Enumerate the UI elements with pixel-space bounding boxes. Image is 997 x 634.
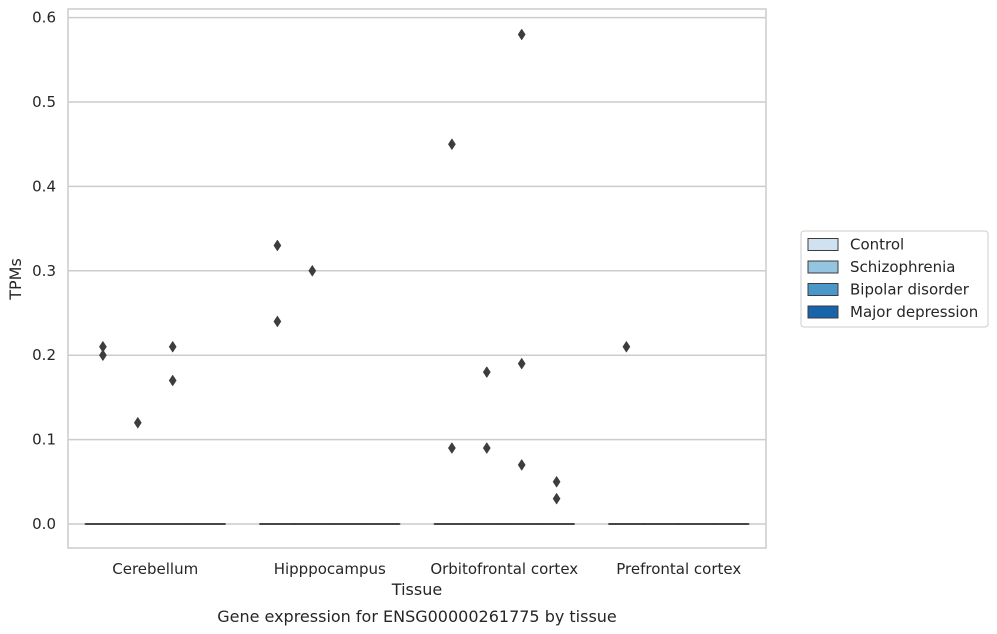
outlier-points bbox=[99, 28, 631, 505]
legend-label: Control bbox=[850, 236, 904, 254]
grid-lines bbox=[68, 16, 766, 525]
outlier-point bbox=[517, 357, 526, 370]
y-tick-label: 0.3 bbox=[32, 262, 56, 280]
outlier-point bbox=[273, 315, 282, 328]
legend-swatch bbox=[807, 238, 839, 251]
outlier-point bbox=[517, 28, 526, 41]
outlier-point bbox=[482, 442, 491, 454]
outlier-point bbox=[133, 416, 142, 429]
plot-area-frame bbox=[67, 8, 767, 549]
legend-swatch bbox=[807, 260, 839, 274]
outlier-point bbox=[622, 340, 631, 353]
x-axis-label: Tissue bbox=[391, 580, 442, 599]
y-tick-label: 0.1 bbox=[32, 431, 56, 449]
y-tick-label: 0.6 bbox=[32, 9, 56, 27]
legend-swatch bbox=[807, 283, 839, 296]
outlier-point bbox=[168, 374, 177, 387]
legend: Control Schizophrenia Bipolar disorder Majo… bbox=[800, 230, 989, 328]
outlier-point bbox=[99, 349, 107, 362]
outlier-point bbox=[552, 475, 561, 488]
y-tick-label: 0.4 bbox=[32, 177, 56, 195]
legend-swatch bbox=[807, 305, 839, 319]
outlier-point bbox=[273, 239, 282, 252]
legend-label: Bipolar disorder bbox=[850, 281, 970, 299]
y-axis-ticks: 0.0 0.1 0.2 0.3 0.4 0.5 0.6 bbox=[32, 9, 56, 533]
y-tick-label: 0.2 bbox=[32, 346, 56, 364]
outlier-point bbox=[448, 138, 456, 151]
y-tick-label: 0.5 bbox=[32, 93, 56, 111]
outlier-point bbox=[308, 264, 317, 277]
outlier-point bbox=[517, 458, 526, 471]
outlier-point bbox=[168, 340, 177, 353]
chart-caption: Gene expression for ENSG00000261775 by t… bbox=[217, 607, 617, 626]
outlier-point bbox=[448, 442, 456, 454]
x-tick-label: Cerebellum bbox=[112, 560, 198, 578]
legend-label: Schizophrenia bbox=[850, 258, 955, 276]
legend-frame bbox=[800, 230, 989, 328]
outlier-point bbox=[552, 492, 561, 505]
x-tick-label: Orbitofrontal cortex bbox=[430, 560, 578, 578]
legend-label: Major depression bbox=[850, 303, 978, 321]
y-tick-label: 0.0 bbox=[32, 515, 56, 533]
x-axis-ticks: Cerebellum Hipppocampus Orbitofrontal cort… bbox=[112, 560, 741, 578]
outlier-point bbox=[482, 366, 491, 379]
x-tick-label: Prefrontal cortex bbox=[616, 560, 741, 578]
y-axis-label: TPMs bbox=[6, 258, 25, 301]
x-tick-label: Hipppocampus bbox=[274, 560, 386, 578]
